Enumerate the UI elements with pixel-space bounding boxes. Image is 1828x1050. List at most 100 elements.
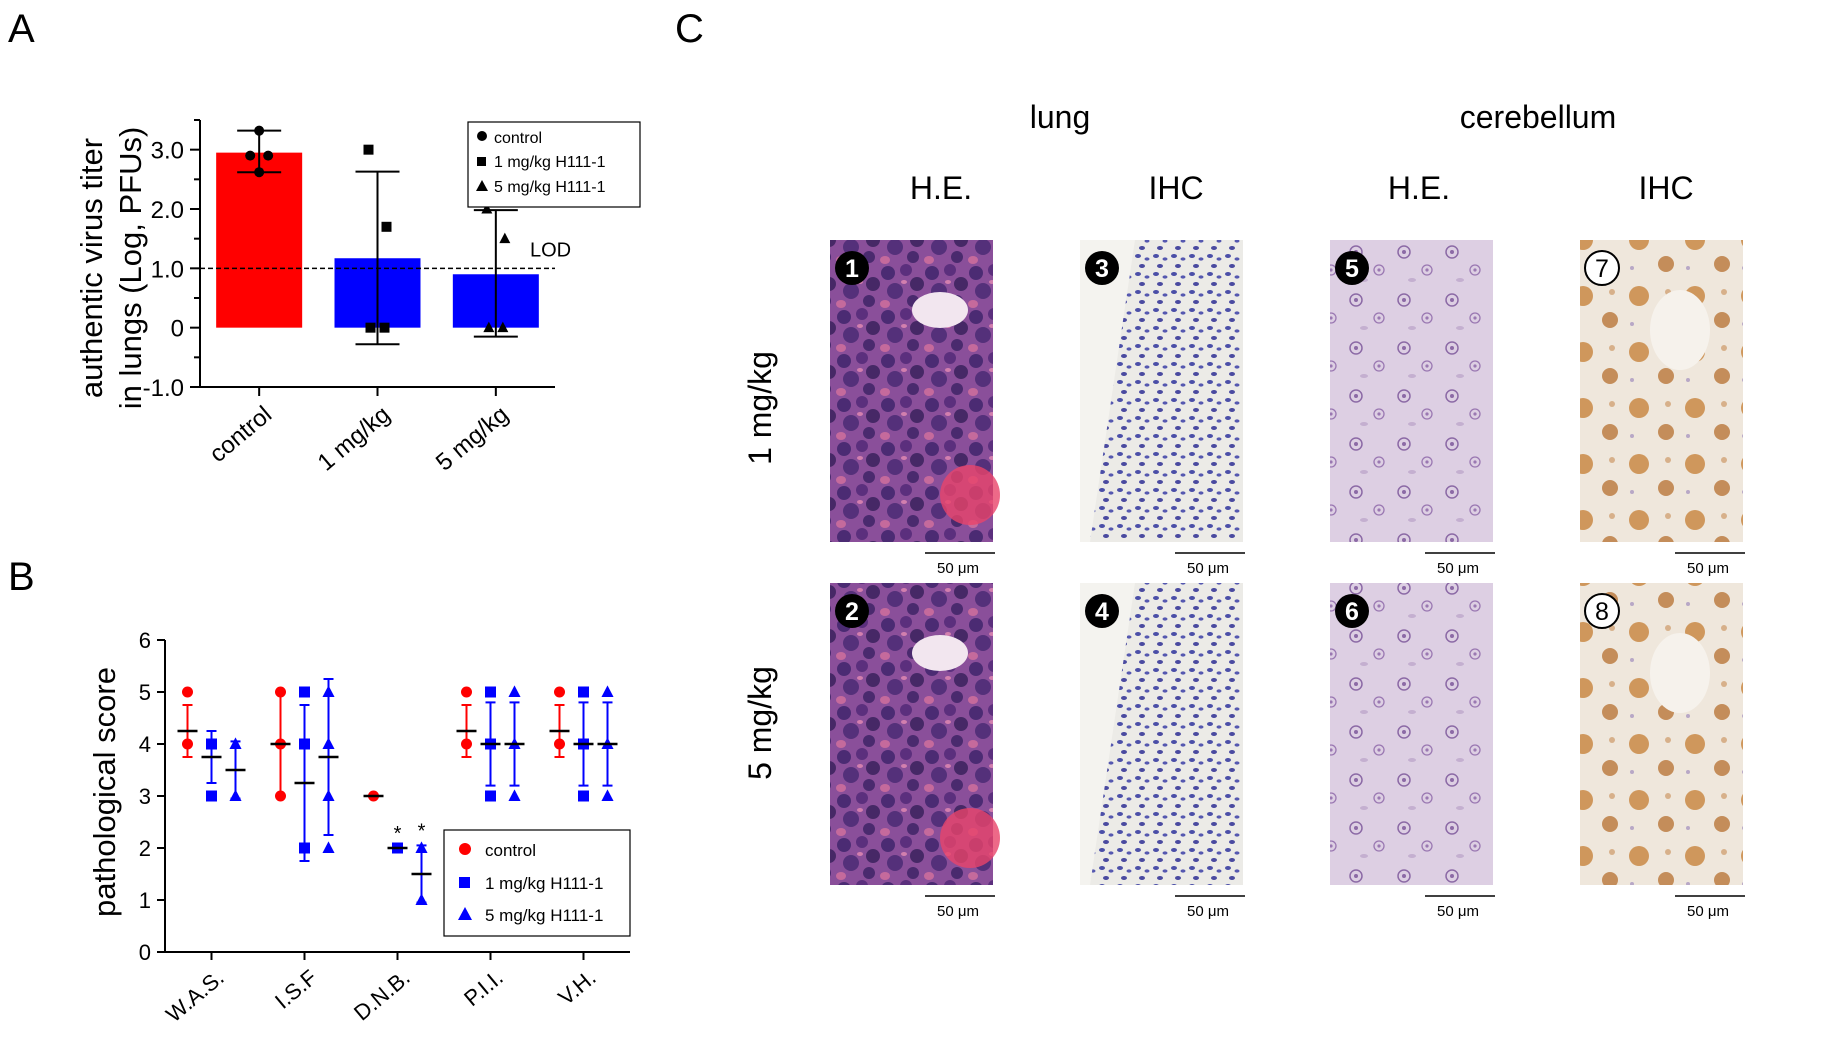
chart-a-legend-5mg: 5 mg/kg H111-1 xyxy=(494,179,606,196)
data-point xyxy=(461,738,472,750)
panel-badge-7 xyxy=(1584,250,1620,286)
data-point xyxy=(415,841,428,853)
data-point xyxy=(601,685,614,697)
y-tick-label: 1 xyxy=(139,888,151,913)
data-point xyxy=(206,790,217,802)
lod-label: LOD xyxy=(530,239,571,261)
y-tick-label: 3.0 xyxy=(151,138,184,165)
scale-bar-label: 50 μm xyxy=(1187,903,1229,920)
data-point-1-1 xyxy=(381,221,392,232)
panel-number-2: 2 xyxy=(845,598,859,626)
legend-blue-triangle-icon xyxy=(458,907,472,920)
data-point-0-2 xyxy=(254,125,265,136)
data-point-0-0 xyxy=(245,150,256,161)
scale-bar-label: 50 μm xyxy=(1687,903,1729,920)
x-tick-label: 1 mg/kg xyxy=(313,401,396,477)
panel-number-3: 3 xyxy=(1095,255,1109,283)
y-tick-label: 6 xyxy=(139,628,151,653)
y-tick-label: -1.0 xyxy=(143,375,184,402)
x-tick-label: W.A.S. xyxy=(161,965,229,1027)
panel-number-7: 7 xyxy=(1595,255,1609,283)
group-label-cerebellum: cerebellum xyxy=(1460,99,1617,135)
data-point xyxy=(322,841,335,853)
chart-a: authentic virus titer in lungs (Log, PFU… xyxy=(74,119,641,477)
erythrocyte-cluster xyxy=(940,465,1000,525)
chart-b-legend-5mg: 5 mg/kg H111-1 xyxy=(485,906,603,925)
data-point-2-2 xyxy=(483,321,495,333)
y-tick-label: 5 xyxy=(139,680,151,705)
significance-star-1: * xyxy=(418,820,426,842)
data-point xyxy=(485,686,496,698)
data-point xyxy=(461,686,472,698)
alveolar-space xyxy=(912,292,968,328)
chart-a-legend-control: control xyxy=(494,130,542,147)
group-label-lung: lung xyxy=(1030,99,1091,135)
chart-a-legend: control 1 mg/kg H111-1 5 mg/kg H111-1 xyxy=(467,121,641,208)
panel-badge-2 xyxy=(835,594,869,628)
chart-b-ylabel: pathological score xyxy=(87,667,122,917)
legend-triangle-icon xyxy=(476,180,488,191)
data-point xyxy=(299,842,310,854)
data-point xyxy=(322,685,335,697)
chart-b: pathological score * * 0 1 2 3 4 5 6 W.A.S. I.S.F D… xyxy=(87,628,631,1027)
chart-b-legend-control: control xyxy=(485,841,536,860)
data-point xyxy=(206,738,217,750)
panel-number-1: 1 xyxy=(845,255,859,283)
y-tick-label: 0 xyxy=(139,940,151,965)
scale-bar-label: 50 μm xyxy=(1437,903,1479,920)
data-point xyxy=(299,738,310,750)
data-point xyxy=(554,686,565,698)
data-point xyxy=(182,686,193,698)
row-label-5mg: 5 mg/kg xyxy=(742,666,778,780)
data-point-1-0 xyxy=(363,144,374,155)
chart-b-legend-box xyxy=(443,829,631,937)
panel-number-8: 8 xyxy=(1595,598,1609,626)
data-point xyxy=(415,893,428,905)
data-point-2-3 xyxy=(497,321,509,333)
x-tick-label: I.S.F xyxy=(270,965,322,1014)
data-point xyxy=(322,789,335,801)
data-point xyxy=(322,737,335,749)
data-point xyxy=(578,686,589,698)
data-point xyxy=(578,790,589,802)
panel-badge-8 xyxy=(1584,593,1620,629)
column-label-brain-he: H.E. xyxy=(1388,170,1450,206)
column-label-lung-he: H.E. xyxy=(910,170,972,206)
scale-bar-label: 50 μm xyxy=(1437,560,1479,577)
x-tick-label: 5 mg/kg xyxy=(431,401,514,477)
data-point xyxy=(508,789,521,801)
panel-letter-c: C xyxy=(675,7,704,51)
data-point xyxy=(275,790,286,802)
data-point xyxy=(299,686,310,698)
chart-b-legend: control 1 mg/kg H111-1 5 mg/kg H111-1 xyxy=(443,829,631,937)
panel-number-4: 4 xyxy=(1095,598,1109,626)
x-tick-label: P.I.I. xyxy=(459,965,508,1011)
legend-circle-icon xyxy=(477,131,487,141)
data-point-2-0 xyxy=(481,203,493,214)
y-tick-label: 2.0 xyxy=(151,197,184,224)
y-tick-label: 0 xyxy=(171,316,184,343)
data-point xyxy=(485,790,496,802)
column-label-brain-ihc: IHC xyxy=(1638,170,1693,206)
column-label-lung-ihc: IHC xyxy=(1148,170,1203,206)
panel-letter-a: A xyxy=(8,7,35,51)
panel-number-5: 5 xyxy=(1345,255,1359,283)
histology-panel: lung cerebellum H.E. IHC H.E. IHC 1 mg/k… xyxy=(742,99,1745,920)
data-point xyxy=(182,738,193,750)
y-tick-label: 2 xyxy=(139,836,151,861)
data-point-0-3 xyxy=(254,167,265,178)
x-tick-label: V.H. xyxy=(553,965,600,1010)
legend-red-circle-icon xyxy=(459,843,471,855)
data-point-1-3 xyxy=(379,322,390,333)
panel-badge-4 xyxy=(1085,594,1119,628)
data-point xyxy=(229,737,242,749)
chart-a-legend-box xyxy=(467,121,641,208)
scale-bar-label: 50 μm xyxy=(937,560,979,577)
panel-letter-b: B xyxy=(8,555,35,599)
panel-badge-3 xyxy=(1085,251,1119,285)
x-tick-label: control xyxy=(204,401,277,468)
legend-blue-square-icon xyxy=(459,877,470,888)
scale-bar-label: 50 μm xyxy=(1687,560,1729,577)
y-tick-label: 1.0 xyxy=(151,256,184,283)
